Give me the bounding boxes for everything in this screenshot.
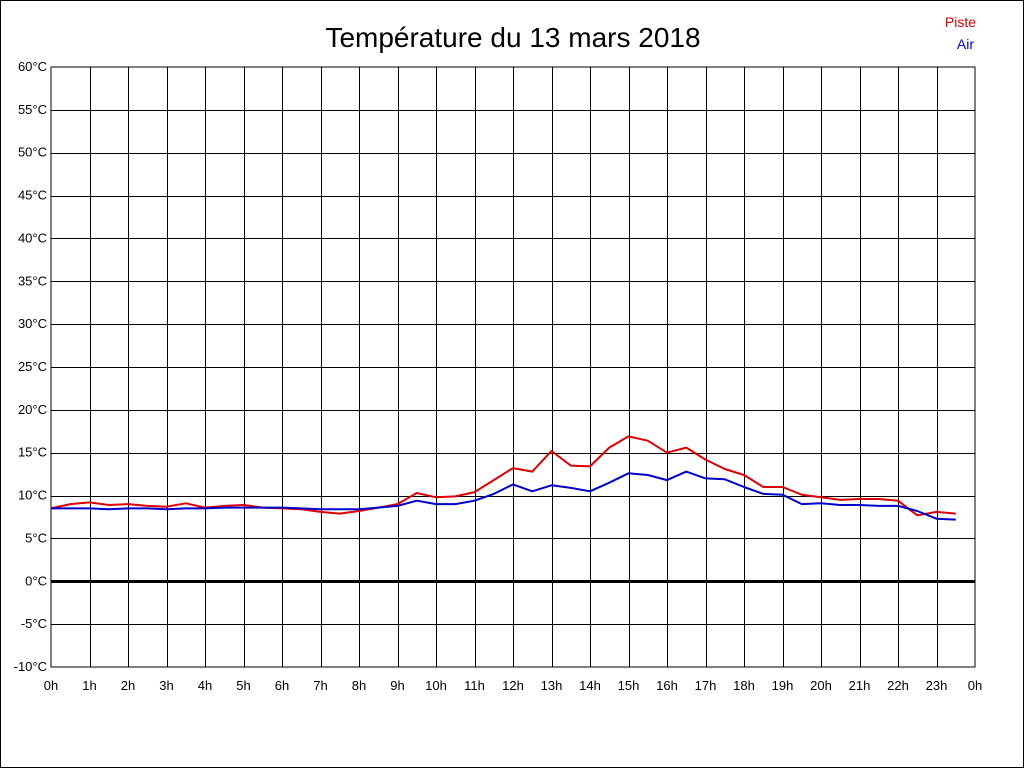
x-tick-label: 1h [82,678,96,693]
x-tick-label: 5h [236,678,250,693]
y-tick-label: 0°C [25,573,47,588]
x-tick-label: 0h [968,678,982,693]
x-axis: 0h 1h 2h 3h 4h 5h 6h 7h 8h 9h 10h 11h 12h 13h 14h 15h 16… [44,678,982,693]
x-tick-label: 11h [464,678,485,693]
x-tick-label: 6h [275,678,289,693]
y-tick-label: 20°C [18,402,47,417]
y-tick-label: 40°C [18,230,47,245]
legend-piste: Piste [945,14,976,30]
legend-air: Air [957,36,974,52]
y-tick-label: 35°C [18,273,47,288]
x-tick-label: 12h [502,678,524,693]
y-tick-label: 55°C [18,102,47,117]
y-tick-label: -10°C [14,659,47,674]
y-tick-label: 30°C [18,316,47,331]
series-line-air [51,470,956,521]
x-tick-label: 7h [313,678,327,693]
x-tick-label: 2h [121,678,135,693]
y-tick-label: 10°C [18,488,47,503]
x-tick-label: 19h [772,678,794,693]
series-line-piste [50,435,956,517]
y-tick-label: 45°C [18,188,47,203]
x-tick-label: 20h [810,678,832,693]
chart-title: Température du 13 mars 2018 [325,22,700,53]
x-tick-label: 15h [618,678,640,693]
x-tick-label: 23h [926,678,948,693]
x-tick-label: 18h [733,678,755,693]
series-lines [50,435,956,521]
x-tick-label: 16h [656,678,678,693]
x-tick-label: 8h [352,678,366,693]
y-tick-label: 50°C [18,145,47,160]
x-tick-label: 22h [887,678,909,693]
x-tick-label: 10h [425,678,447,693]
y-tick-label: -5°C [21,616,47,631]
x-tick-label: 9h [390,678,404,693]
y-axis: 60°C 55°C 50°C 45°C 40°C 35°C 30°C 25°C 20°C 15°C… [14,59,47,674]
y-tick-label: 25°C [18,359,47,374]
y-tick-label: 60°C [18,59,47,74]
x-tick-label: 13h [541,678,563,693]
y-tick-label: 5°C [25,530,47,545]
x-tick-label: 4h [198,678,212,693]
x-tick-label: 3h [159,678,173,693]
x-tick-label: 0h [44,678,58,693]
x-tick-label: 14h [579,678,601,693]
y-tick-label: 15°C [18,445,47,460]
x-tick-label: 21h [849,678,871,693]
x-tick-label: 17h [695,678,717,693]
grid [51,67,975,667]
